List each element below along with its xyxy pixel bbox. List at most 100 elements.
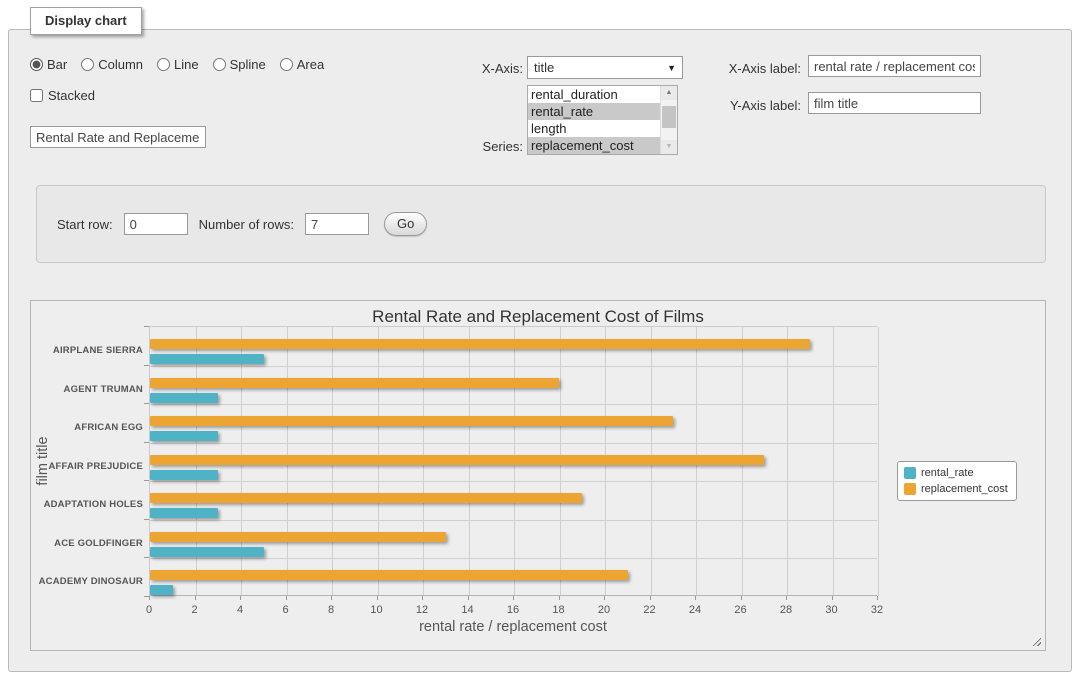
x-axis-select[interactable]: title ▼ bbox=[527, 56, 683, 79]
gridline-horizontal bbox=[150, 443, 877, 444]
chart-type-option-label: Area bbox=[297, 57, 324, 72]
y-tick bbox=[144, 403, 149, 404]
chevron-down-icon: ▼ bbox=[667, 63, 676, 73]
bar-rental_rate[interactable] bbox=[150, 354, 264, 364]
gridline-vertical bbox=[833, 327, 834, 596]
y-tick bbox=[144, 365, 149, 366]
legend-swatch bbox=[904, 467, 916, 479]
x-tick-label: 10 bbox=[362, 604, 392, 616]
bar-rental_rate[interactable] bbox=[150, 470, 218, 480]
legend-item-replacement_cost[interactable]: replacement_cost bbox=[904, 483, 1008, 495]
stacked-row[interactable]: Stacked bbox=[30, 88, 95, 103]
category-label: ACADEMY DINOSAUR bbox=[31, 576, 143, 587]
gridline-horizontal bbox=[150, 366, 877, 367]
x-tick-label: 8 bbox=[316, 604, 346, 616]
x-tick bbox=[149, 596, 150, 600]
x-tick-label: 16 bbox=[498, 604, 528, 616]
bar-rental_rate[interactable] bbox=[150, 393, 218, 403]
radio-column[interactable] bbox=[81, 58, 94, 71]
scroll-up-icon[interactable]: ▲ bbox=[661, 86, 677, 100]
stacked-checkbox[interactable] bbox=[30, 89, 43, 102]
plot-area bbox=[149, 326, 877, 596]
category-label: AIRPLANE SIERRA bbox=[31, 345, 143, 356]
chart-type-option-line[interactable]: Line bbox=[157, 57, 199, 72]
series-option-rental_duration[interactable]: rental_duration bbox=[528, 86, 660, 103]
chart-type-option-bar[interactable]: Bar bbox=[30, 57, 67, 72]
bar-replacement_cost[interactable] bbox=[150, 570, 628, 580]
series-select-label: Series: bbox=[400, 139, 523, 154]
bar-rental_rate[interactable] bbox=[150, 585, 173, 595]
bar-replacement_cost[interactable] bbox=[150, 532, 446, 542]
x-axis-label-input[interactable] bbox=[808, 55, 981, 77]
x-tick bbox=[422, 596, 423, 600]
y-tick bbox=[144, 480, 149, 481]
series-option-replacement_cost[interactable]: replacement_cost bbox=[528, 137, 660, 154]
gridline-horizontal bbox=[150, 481, 877, 482]
resize-handle-icon[interactable] bbox=[1030, 635, 1041, 646]
scrollbar-thumb[interactable] bbox=[662, 106, 676, 128]
chart-title-input[interactable] bbox=[30, 126, 206, 148]
radio-area[interactable] bbox=[280, 58, 293, 71]
gridline-horizontal bbox=[150, 404, 877, 405]
x-tick-label: 6 bbox=[271, 604, 301, 616]
bar-rental_rate[interactable] bbox=[150, 431, 218, 441]
legend-label: replacement_cost bbox=[921, 483, 1008, 495]
bar-rental_rate[interactable] bbox=[150, 508, 218, 518]
chart-title: Rental Rate and Replacement Cost of Film… bbox=[31, 307, 1045, 327]
chart-type-option-label: Bar bbox=[47, 57, 67, 72]
chart-type-option-column[interactable]: Column bbox=[81, 57, 143, 72]
scroll-down-icon[interactable]: ▼ bbox=[661, 140, 677, 154]
go-button[interactable]: Go bbox=[384, 212, 427, 236]
bar-replacement_cost[interactable] bbox=[150, 339, 810, 349]
num-rows-input[interactable] bbox=[305, 213, 369, 235]
radio-spline[interactable] bbox=[213, 58, 226, 71]
chart-type-option-label: Line bbox=[174, 57, 199, 72]
bar-replacement_cost[interactable] bbox=[150, 455, 764, 465]
series-options: rental_durationrental_ratelengthreplacem… bbox=[528, 86, 660, 154]
x-tick-label: 20 bbox=[589, 604, 619, 616]
x-tick bbox=[240, 596, 241, 600]
radio-line[interactable] bbox=[157, 58, 170, 71]
x-tick-label: 22 bbox=[635, 604, 665, 616]
x-tick-label: 32 bbox=[862, 604, 892, 616]
category-label: ACE GOLDFINGER bbox=[31, 538, 143, 549]
category-label: ADAPTATION HOLES bbox=[31, 499, 143, 510]
legend-swatch bbox=[904, 483, 916, 495]
panel-title: Display chart bbox=[45, 13, 127, 28]
x-tick bbox=[559, 596, 560, 600]
x-axis-select-label: X-Axis: bbox=[400, 61, 523, 76]
bar-replacement_cost[interactable] bbox=[150, 416, 673, 426]
category-label: AFFAIR PREJUDICE bbox=[31, 461, 143, 472]
x-tick-label: 4 bbox=[225, 604, 255, 616]
radio-bar[interactable] bbox=[30, 58, 43, 71]
x-tick-label: 12 bbox=[407, 604, 437, 616]
series-option-length[interactable]: length bbox=[528, 120, 660, 137]
x-axis-title: rental rate / replacement cost bbox=[149, 619, 877, 635]
x-tick bbox=[650, 596, 651, 600]
chart-type-option-label: Column bbox=[98, 57, 143, 72]
gridline-vertical bbox=[878, 327, 879, 596]
bar-rental_rate[interactable] bbox=[150, 547, 264, 557]
x-tick bbox=[877, 596, 878, 600]
series-listbox[interactable]: rental_durationrental_ratelengthreplacem… bbox=[527, 85, 678, 155]
chart-type-option-area[interactable]: Area bbox=[280, 57, 324, 72]
x-tick bbox=[468, 596, 469, 600]
y-tick bbox=[144, 442, 149, 443]
listbox-scrollbar[interactable]: ▲ ▼ bbox=[660, 86, 677, 154]
chart-container: Rental Rate and Replacement Cost of Film… bbox=[30, 300, 1046, 651]
y-axis-label-input[interactable] bbox=[808, 92, 981, 114]
x-tick bbox=[286, 596, 287, 600]
x-tick bbox=[331, 596, 332, 600]
start-row-input[interactable] bbox=[124, 213, 188, 235]
series-option-rental_rate[interactable]: rental_rate bbox=[528, 103, 660, 120]
chart-type-option-spline[interactable]: Spline bbox=[213, 57, 266, 72]
y-axis-label-field-label: Y-Axis label: bbox=[690, 98, 801, 113]
legend-item-rental_rate[interactable]: rental_rate bbox=[904, 467, 1008, 479]
x-tick-label: 0 bbox=[134, 604, 164, 616]
gridline-vertical bbox=[787, 327, 788, 596]
bar-replacement_cost[interactable] bbox=[150, 378, 559, 388]
x-tick bbox=[832, 596, 833, 600]
panel-title-tab: Display chart bbox=[30, 7, 142, 35]
x-axis-selected-value: title bbox=[534, 60, 554, 75]
bar-replacement_cost[interactable] bbox=[150, 493, 582, 503]
